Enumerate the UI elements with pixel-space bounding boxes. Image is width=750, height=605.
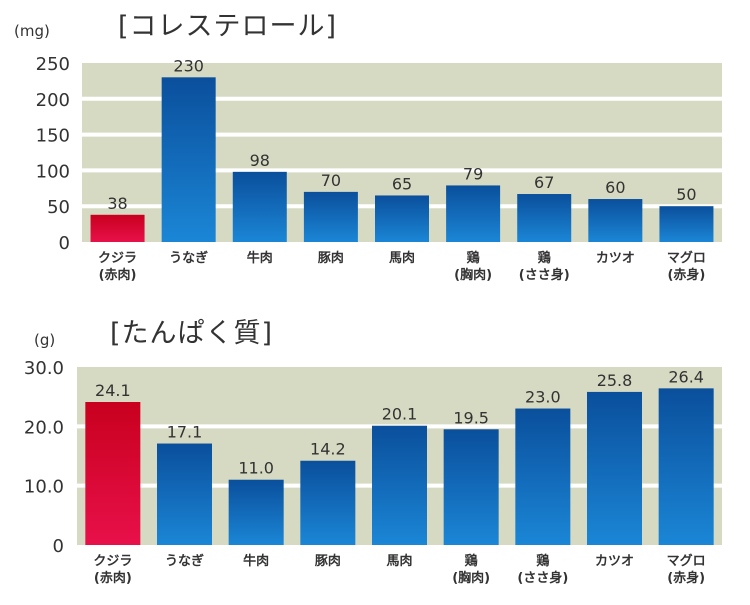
value-label: 25.8 xyxy=(597,371,633,390)
value-label: 19.5 xyxy=(453,408,489,427)
cholesterol-plot: 0 50 100 150 200 250 38 クジラ(赤肉) 230 うなぎ 98 牛肉 70 豚肉 65… xyxy=(36,54,722,283)
bar xyxy=(232,171,287,242)
protein-chart: [たんぱく質] (g) 0 10.0 20.0 30.0 24.1 クジラ (赤肉) 17.1… xyxy=(0,305,750,605)
value-label: 14.2 xyxy=(310,440,346,459)
value-label: 67 xyxy=(534,173,554,192)
bar xyxy=(300,460,356,545)
bar xyxy=(588,199,643,242)
bar xyxy=(161,77,216,242)
cholesterol-chart: [コレステロール] (mg) 0 50 100 150 200 250 38 クジラ (赤肉) 2… xyxy=(0,0,750,300)
category-label: クジラ xyxy=(98,251,137,266)
y-axis-unit: (g) xyxy=(34,331,56,349)
value-label: 70 xyxy=(321,171,341,190)
category-label: 牛肉 xyxy=(243,553,269,569)
bar xyxy=(375,195,429,242)
y-tick-label: 0 xyxy=(53,536,64,557)
value-label: 98 xyxy=(250,151,270,170)
y-tick-label: 150 xyxy=(36,126,70,147)
chart-title: [コレステロール] xyxy=(118,11,338,42)
bar xyxy=(443,429,499,545)
category-label: 豚肉 xyxy=(315,553,341,569)
bar xyxy=(446,185,501,242)
y-tick-label: 30.0 xyxy=(24,358,64,379)
category-label: 馬肉 xyxy=(389,250,415,266)
value-label: 23.0 xyxy=(525,388,561,407)
category-label: (ささ身) xyxy=(519,267,570,283)
bar xyxy=(228,479,284,545)
bar xyxy=(515,408,571,545)
category-label: うなぎ xyxy=(165,553,204,569)
bar xyxy=(157,443,212,545)
category-label: カツオ xyxy=(596,251,635,266)
category-label: (胸肉) xyxy=(454,267,492,283)
category-label: (赤肉) xyxy=(99,267,137,283)
category-label: マグロ xyxy=(667,250,706,266)
y-tick-label: 250 xyxy=(36,54,70,75)
bar-highlight xyxy=(90,214,145,242)
value-label: 20.1 xyxy=(382,405,418,424)
chart-title: [たんぱく質] xyxy=(110,318,274,349)
category-label: クジラ xyxy=(93,554,132,569)
y-tick-label: 200 xyxy=(36,90,70,111)
category-label: 豚肉 xyxy=(318,250,344,266)
category-label: 馬肉 xyxy=(386,553,412,569)
value-label: 17.1 xyxy=(167,423,203,442)
value-label: 60 xyxy=(605,178,625,197)
category-label: 牛肉 xyxy=(247,250,273,266)
category-label: うなぎ xyxy=(169,250,208,266)
category-label: 鶏 xyxy=(467,250,480,266)
bar xyxy=(587,391,642,545)
value-label: 24.1 xyxy=(95,381,131,400)
bar xyxy=(517,194,572,242)
protein-plot: 0 10.0 20.0 30.0 24.1 クジラ(赤肉) 17.1 うなぎ 11.0 牛肉 14.… xyxy=(24,358,722,586)
y-axis-unit: (mg) xyxy=(14,22,50,40)
value-label: 50 xyxy=(676,185,696,204)
value-label: 79 xyxy=(463,164,483,183)
category-label: 鶏 xyxy=(465,553,478,569)
bar xyxy=(658,388,714,545)
y-tick-label: 50 xyxy=(47,197,70,218)
category-label: (赤身) xyxy=(667,570,705,586)
bar xyxy=(659,206,714,242)
value-label: 230 xyxy=(173,56,204,75)
bar-highlight xyxy=(85,402,141,545)
category-label: (赤身) xyxy=(667,267,705,283)
category-label: 鶏 xyxy=(538,250,551,266)
value-label: 65 xyxy=(392,174,412,193)
y-tick-label: 0 xyxy=(59,233,70,254)
y-tick-label: 100 xyxy=(36,161,70,182)
category-label: (ささ身) xyxy=(517,570,568,586)
category-label: (胸肉) xyxy=(452,570,490,586)
bar xyxy=(372,425,427,545)
bar xyxy=(303,191,358,242)
y-tick-label: 20.0 xyxy=(24,417,64,438)
value-label: 26.4 xyxy=(668,367,704,386)
category-label: 鶏 xyxy=(536,553,549,569)
category-label: カツオ xyxy=(595,554,634,569)
category-label: マグロ xyxy=(667,553,706,569)
y-tick-label: 10.0 xyxy=(24,477,64,498)
category-label: (赤肉) xyxy=(94,570,132,586)
value-label: 11.0 xyxy=(238,459,274,478)
value-label: 38 xyxy=(107,194,127,213)
